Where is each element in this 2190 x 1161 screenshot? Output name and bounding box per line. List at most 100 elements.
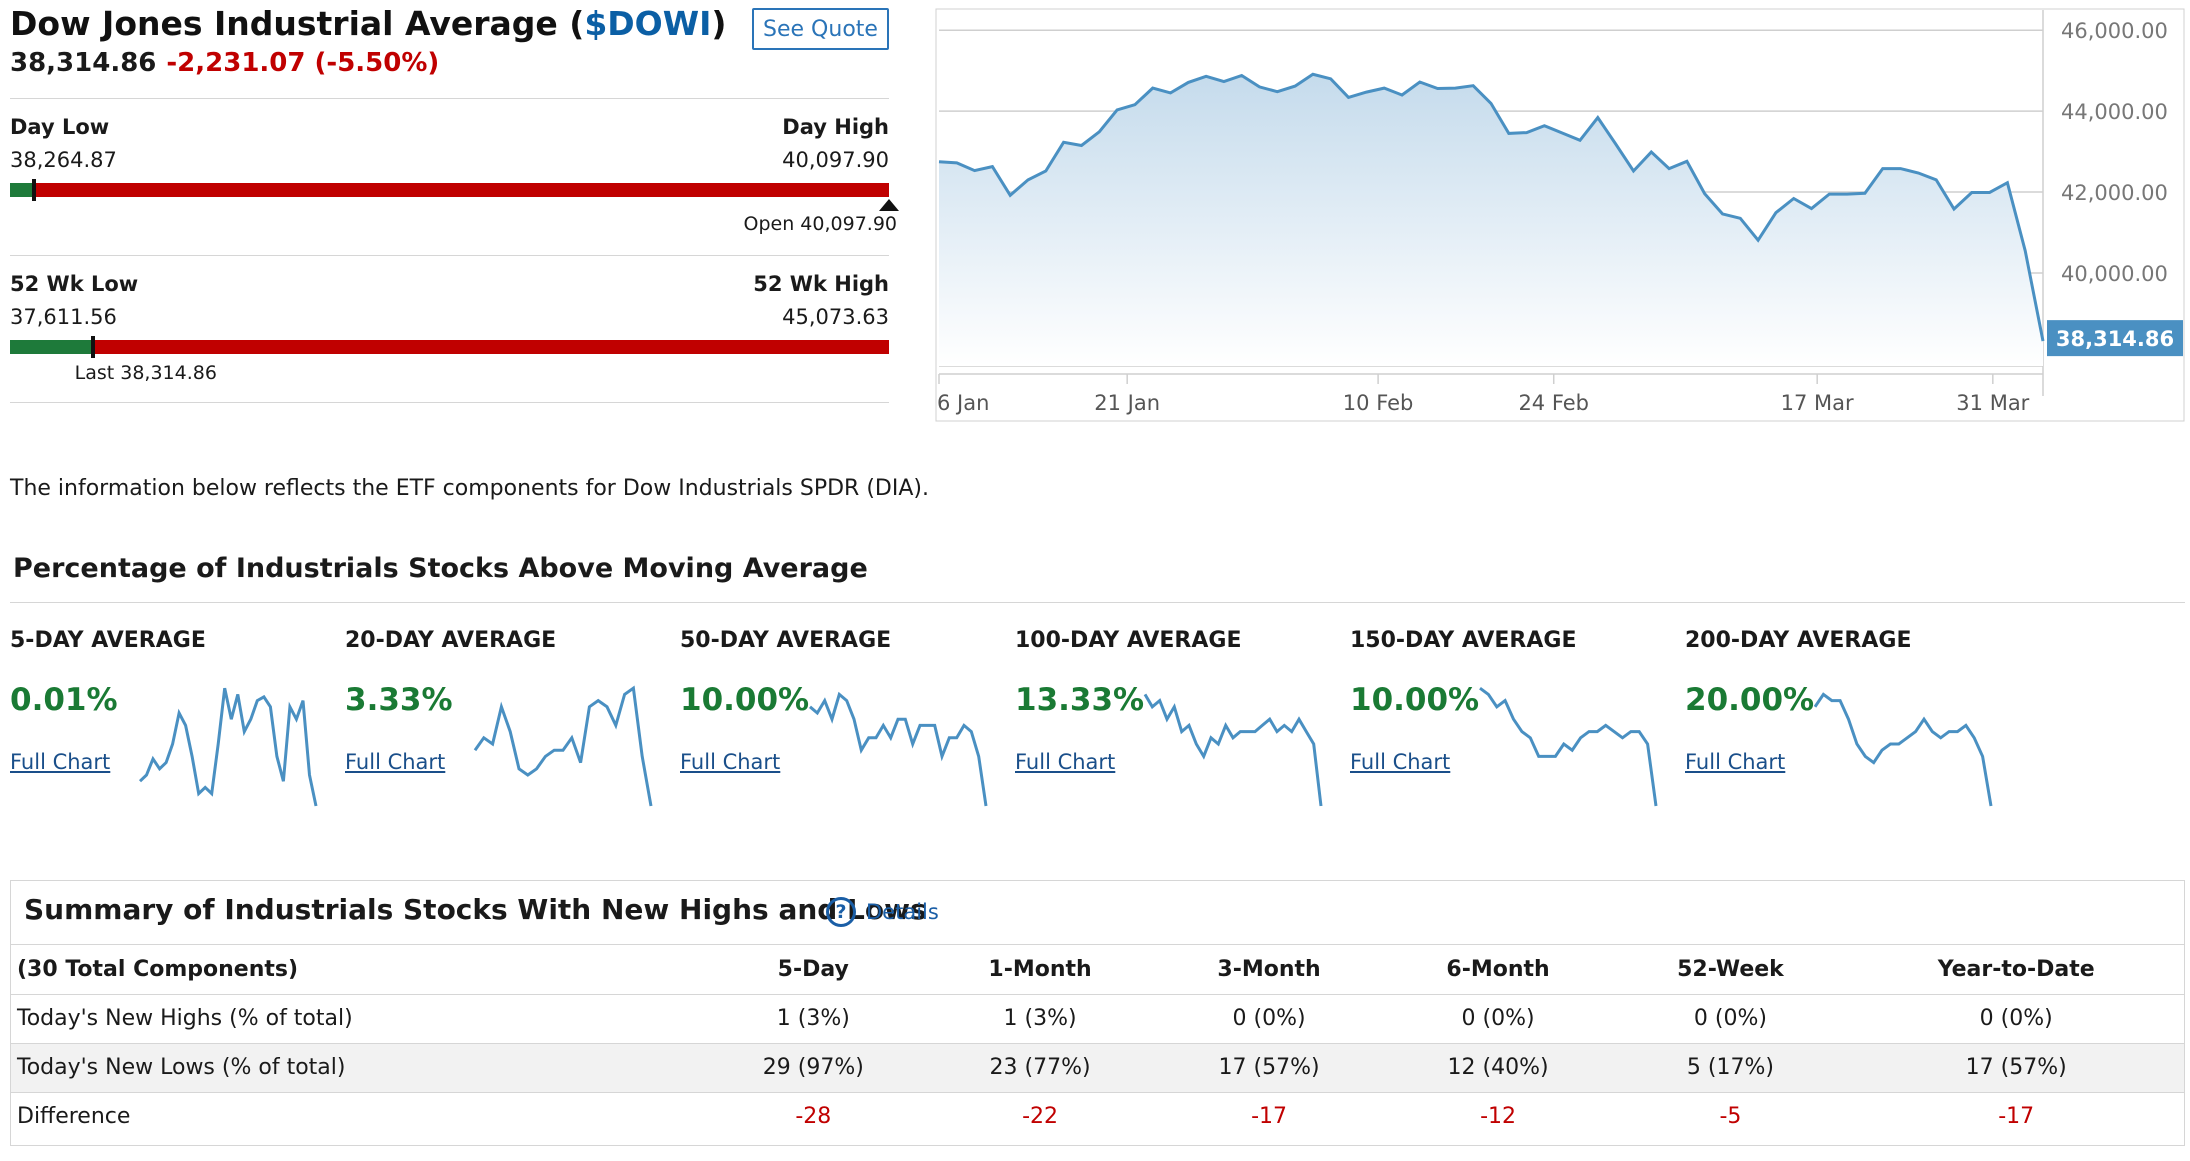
price-area (939, 74, 2043, 367)
table-cell: 12 (40%) (1383, 1043, 1613, 1093)
divider (10, 602, 2185, 603)
x-tick-label: 31 Mar (1956, 391, 2029, 415)
full-chart-link[interactable]: Full Chart (680, 750, 781, 774)
divider (10, 255, 889, 256)
moving-average-card: 100-DAY AVERAGE 13.33% Full Chart (1015, 628, 1345, 808)
x-tick-label: 6 Jan (937, 391, 989, 415)
ma-value: 20.00% (1685, 682, 1815, 718)
moving-average-title: Percentage of Industrials Stocks Above M… (13, 553, 868, 584)
ma-value: 0.01% (10, 682, 118, 718)
last-price-label: 38,314.86 (2056, 327, 2174, 351)
week52-low-label: 52 Wk Low (10, 272, 139, 296)
y-tick-label: 46,000.00 (2061, 19, 2168, 43)
table-cell: -22 (1022, 1104, 1059, 1130)
sparkline-path (1479, 686, 1658, 807)
page-title: Dow Jones Industrial Average ($DOWI) (10, 4, 727, 43)
moving-average-card: 5-DAY AVERAGE 0.01% Full Chart (10, 628, 340, 808)
summary-header: Summary of Industrials Stocks With New H… (11, 881, 2184, 945)
ma-value: 13.33% (1015, 682, 1145, 718)
day-last-marker (31, 179, 36, 201)
price-line (938, 72, 2045, 342)
week52-last-marker (90, 336, 95, 358)
sparkline-path (1813, 692, 1993, 807)
table-cell: 0 (0%) (1612, 994, 1849, 1044)
column-header: 6-Month (1383, 945, 1613, 995)
table-cell: 0 (0%) (1848, 994, 2184, 1044)
last-price-badge (2047, 320, 2183, 357)
symbol-link[interactable]: $DOWI (584, 4, 712, 43)
full-chart-link[interactable]: Full Chart (1015, 750, 1116, 774)
full-chart-link[interactable]: Full Chart (1350, 750, 1451, 774)
row-label: Today's New Lows (% of total) (11, 1043, 701, 1093)
divider (10, 402, 889, 403)
table-cell: 0 (0%) (1383, 994, 1613, 1044)
column-header: 52-Week (1612, 945, 1849, 995)
table-cell: -17 (1998, 1104, 2035, 1130)
price-chart: 46,000.00 44,000.00 42,000.00 40,000.00 6 Ja… (935, 8, 2185, 422)
column-header: 5-Day (701, 945, 926, 995)
day-high-value: 40,097.90 (782, 148, 889, 172)
last-price: 38,314.86 (10, 48, 157, 78)
table-row: Today's New Highs (% of total) 1 (3%) 1 … (11, 994, 2184, 1044)
week52-high-label: 52 Wk High (753, 272, 889, 296)
table-cell: 29 (97%) (701, 1043, 926, 1093)
moving-average-card: 20-DAY AVERAGE 3.33% Full Chart (345, 628, 675, 808)
table-cell: 17 (57%) (1154, 1043, 1384, 1093)
full-chart-link[interactable]: Full Chart (10, 750, 111, 774)
x-tick-label: 17 Mar (1781, 391, 1854, 415)
y-tick-label: 44,000.00 (2061, 100, 2168, 124)
column-header: 1-Month (925, 945, 1155, 995)
day-range-bar (10, 179, 889, 201)
column-header: (30 Total Components) (11, 945, 701, 995)
ma-sparkline (1813, 692, 1993, 807)
week52-high-value: 45,073.63 (782, 305, 889, 329)
full-chart-link[interactable]: Full Chart (1685, 750, 1786, 774)
open-note: Open 40,097.90 (743, 213, 897, 235)
moving-average-card: 150-DAY AVERAGE 10.00% Full Chart (1350, 628, 1680, 808)
x-tick-label: 21 Jan (1094, 391, 1160, 415)
table-row: Difference -28 -22 -17 -12 -5 -17 (11, 1092, 2184, 1141)
y-tick-label: 42,000.00 (2061, 181, 2168, 205)
y-tick-label: 40,000.00 (2061, 262, 2168, 286)
table-cell: 5 (17%) (1612, 1043, 1849, 1093)
ma-label: 150-DAY AVERAGE (1350, 628, 1577, 653)
title-prefix: Dow Jones Industrial Average ( (10, 4, 585, 43)
ma-value: 10.00% (1350, 682, 1480, 718)
full-chart-link[interactable]: Full Chart (345, 750, 446, 774)
ma-value: 3.33% (345, 682, 453, 718)
summary-panel: Summary of Industrials Stocks With New H… (10, 880, 2185, 1146)
help-icon[interactable]: ? (826, 897, 856, 927)
table-row: Today's New Lows (% of total) 29 (97%) 2… (11, 1043, 2184, 1093)
day-range-fill (10, 183, 34, 197)
ma-sparkline (1143, 693, 1323, 807)
day-low-value: 38,264.87 (10, 148, 117, 172)
x-tick-label: 24 Feb (1518, 391, 1589, 415)
open-marker-icon (879, 199, 899, 211)
ma-label: 200-DAY AVERAGE (1685, 628, 1912, 653)
summary-table: (30 Total Components) 5-Day 1-Month 3-Mo… (11, 945, 2184, 1141)
ma-sparkline (473, 685, 653, 807)
column-header: 3-Month (1154, 945, 1384, 995)
ma-value: 10.00% (680, 682, 810, 718)
ma-label: 5-DAY AVERAGE (10, 628, 206, 653)
price-line: 38,314.86 -2,231.07 (-5.50%) (10, 48, 439, 78)
row-label: Today's New Highs (% of total) (11, 994, 701, 1044)
ma-label: 20-DAY AVERAGE (345, 628, 557, 653)
day-high-label: Day High (782, 115, 889, 139)
table-cell: -5 (1719, 1104, 1742, 1130)
price-change: -2,231.07 (-5.50%) (166, 48, 440, 78)
week52-last-note: Last 38,314.86 (74, 362, 217, 384)
table-cell: 1 (3%) (925, 994, 1155, 1044)
moving-average-card: 50-DAY AVERAGE 10.00% Full Chart (680, 628, 1010, 808)
table-cell: -12 (1480, 1104, 1517, 1130)
table-cell: 0 (0%) (1154, 994, 1384, 1044)
see-quote-button[interactable]: See Quote (752, 8, 889, 50)
sparkline-path (473, 685, 653, 807)
row-label: Difference (17, 1104, 131, 1130)
details-link[interactable]: Details (866, 900, 939, 924)
table-header-row: (30 Total Components) 5-Day 1-Month 3-Mo… (11, 945, 2184, 995)
week52-range-fill (10, 340, 93, 354)
sparkline-path (1143, 693, 1323, 807)
week52-low-value: 37,611.56 (10, 305, 117, 329)
day-low-label: Day Low (10, 115, 110, 139)
